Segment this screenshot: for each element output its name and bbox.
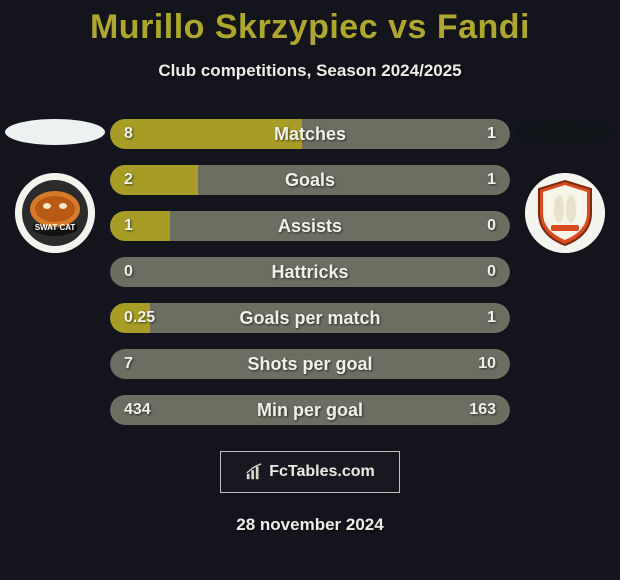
stat-row: 434163Min per goal xyxy=(110,395,510,425)
stat-row: 10Assists xyxy=(110,211,510,241)
svg-text:SWAT CAT: SWAT CAT xyxy=(35,223,76,232)
date-text: 28 november 2024 xyxy=(236,515,383,535)
left-column: SWAT CAT xyxy=(0,119,110,253)
player-silhouette-left xyxy=(5,119,105,145)
bar-background xyxy=(110,349,510,379)
bar-background xyxy=(110,257,510,287)
bar-background xyxy=(110,211,510,241)
bar-fill-left xyxy=(110,211,170,241)
brand-footer[interactable]: FcTables.com xyxy=(220,451,400,493)
player-silhouette-right xyxy=(515,119,615,145)
team-logo-left: SWAT CAT xyxy=(15,173,95,253)
stat-row: 0.251Goals per match xyxy=(110,303,510,333)
stat-row: 21Goals xyxy=(110,165,510,195)
bar-fill-left xyxy=(110,303,150,333)
brand-name: FcTables.com xyxy=(269,463,375,481)
stat-row: 00Hattricks xyxy=(110,257,510,287)
team-logo-right xyxy=(525,173,605,253)
content-row: SWAT CAT 81Matches 21Goals 10Assists 00Hatt… xyxy=(0,119,620,425)
bar-background xyxy=(110,303,510,333)
chart-icon xyxy=(245,463,263,481)
stats-bars: 81Matches 21Goals 10Assists 00Hattricks 0.25… xyxy=(110,119,510,425)
right-column xyxy=(510,119,620,253)
bar-background xyxy=(110,395,510,425)
bar-fill-left xyxy=(110,119,302,149)
swat-cat-badge-icon: SWAT CAT xyxy=(15,173,95,253)
stat-row: 81Matches xyxy=(110,119,510,149)
stat-row: 710Shots per goal xyxy=(110,349,510,379)
subtitle: Club competitions, Season 2024/2025 xyxy=(158,61,461,81)
page-title: Murillo Skrzypiec vs Fandi xyxy=(90,8,530,47)
comparison-card: Murillo Skrzypiec vs Fandi Club competit… xyxy=(0,0,620,580)
bangkok-glass-badge-icon xyxy=(525,173,605,253)
bar-fill-left xyxy=(110,165,198,195)
